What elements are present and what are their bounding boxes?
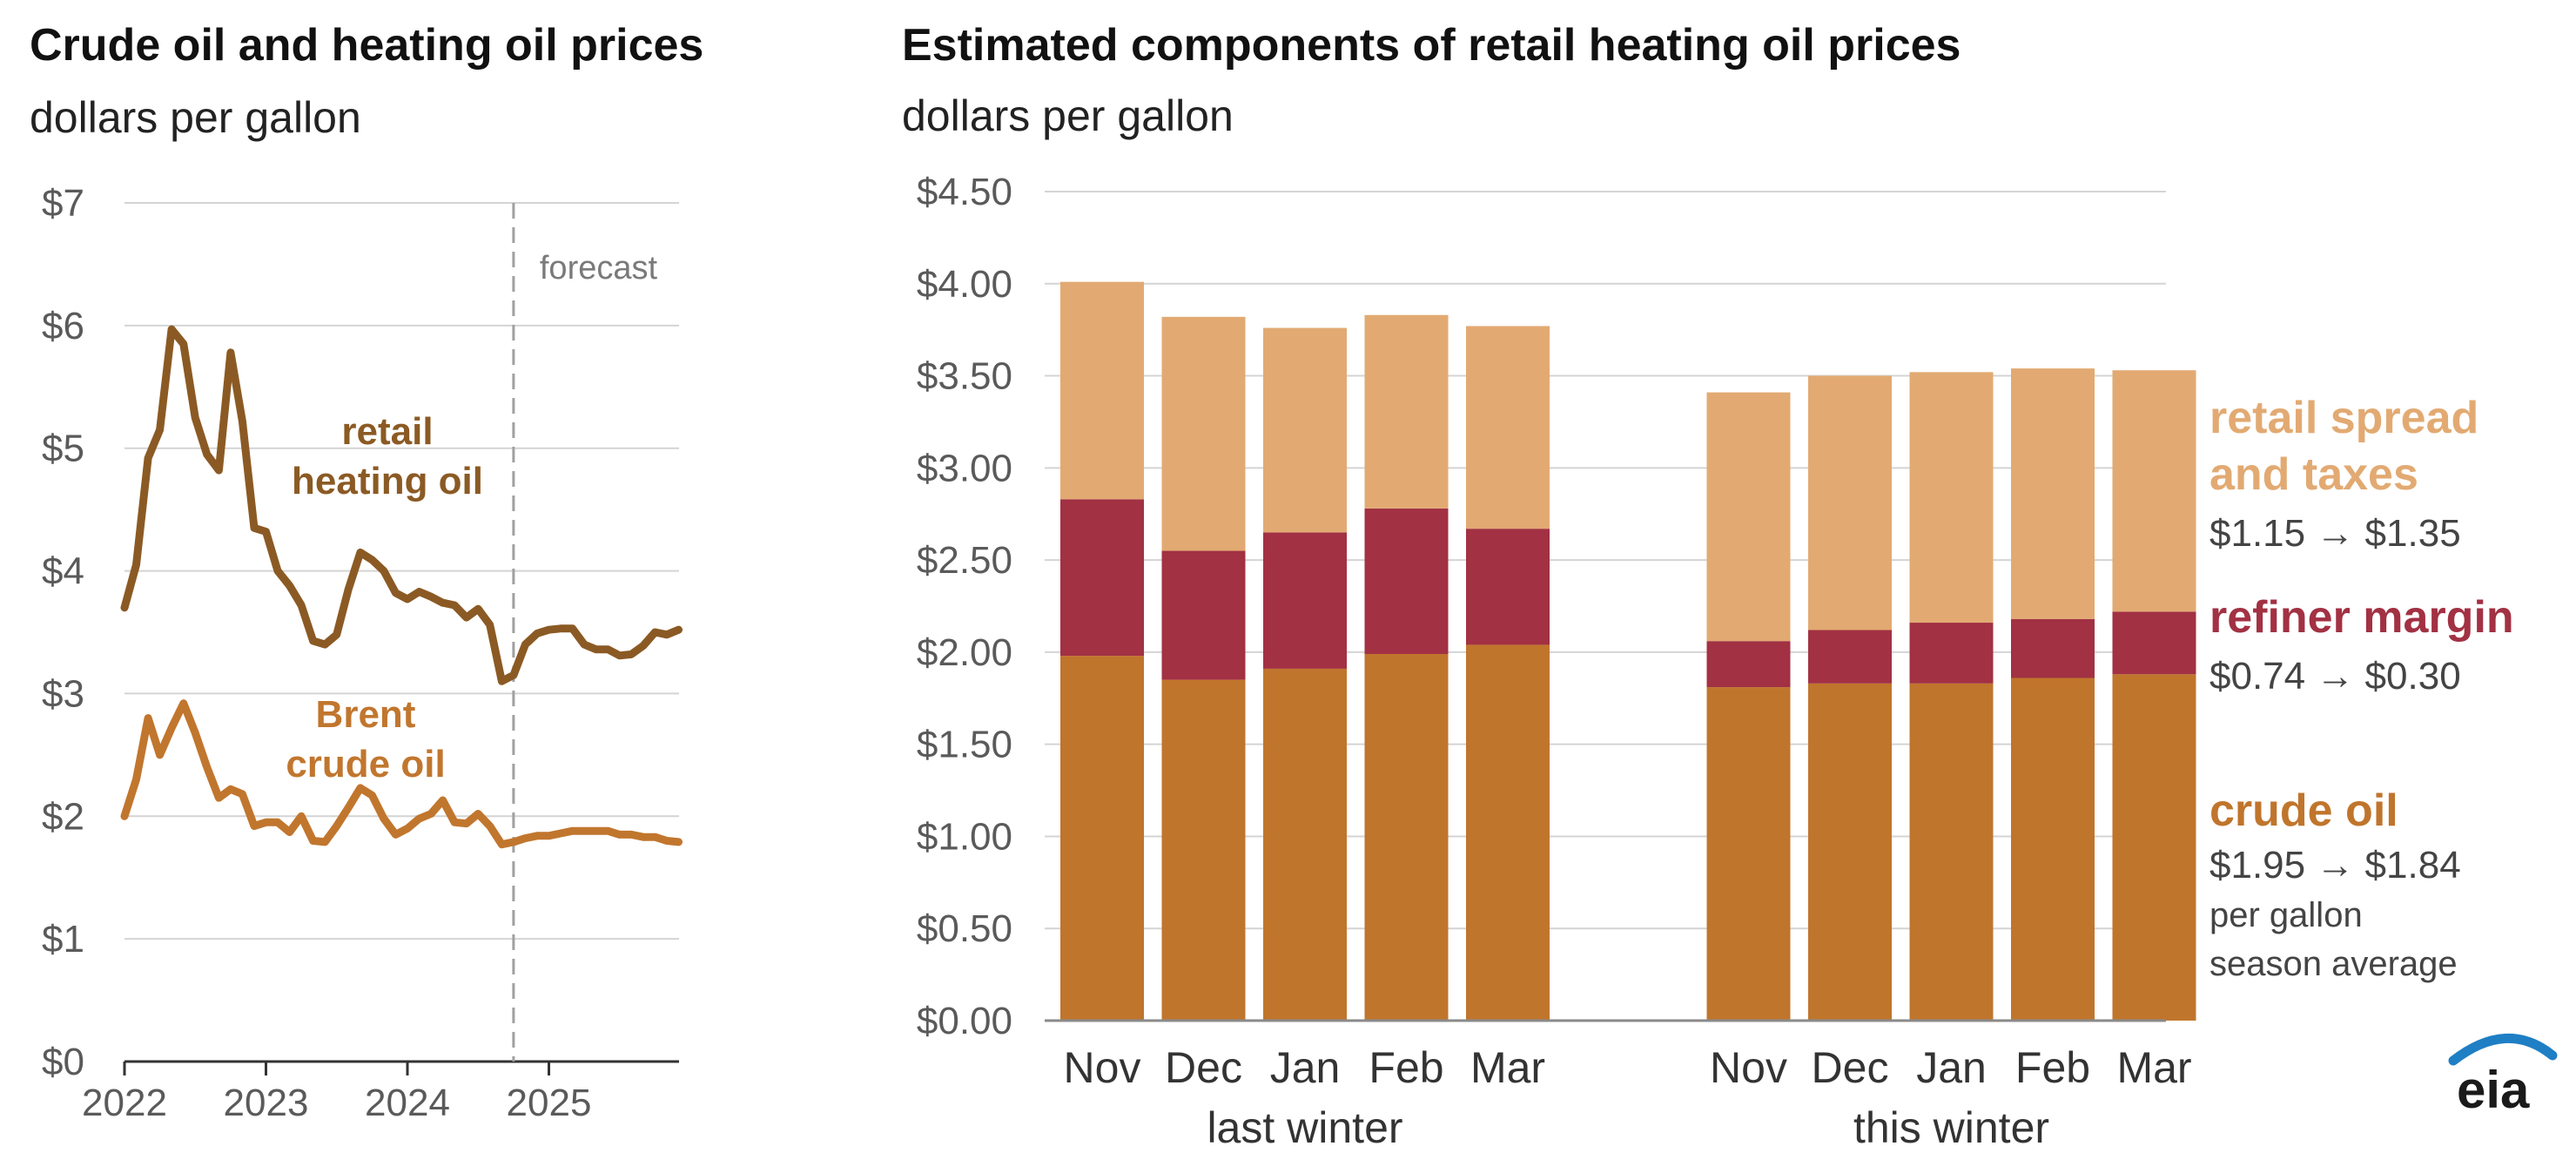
bar-segment-retail-spread-and-taxes <box>1466 326 1550 529</box>
bar-segment-crude-oil <box>1060 656 1144 1021</box>
eia-logo-text: eia <box>2457 1061 2530 1119</box>
series-label-0: heating oil <box>292 460 483 502</box>
left-y-tick-label: $5 <box>42 428 84 470</box>
bar-category-label: Feb <box>1369 1043 1443 1092</box>
legend-retail-spread-line2: and taxes <box>2209 449 2418 500</box>
legend-crude-oil-label: crude oil <box>2209 785 2398 836</box>
forecast-label: forecast <box>540 250 658 287</box>
bar-segment-refiner-margin <box>2011 618 2095 678</box>
bar-category-label: Nov <box>1064 1043 1141 1092</box>
bar-category-label: Jan <box>1916 1043 1987 1092</box>
right-y-tick-label: $2.50 <box>917 539 1012 582</box>
bar-segment-refiner-margin <box>1466 529 1550 645</box>
eia-logo: eia <box>2448 1034 2558 1119</box>
series-label-1: Brent <box>316 693 416 736</box>
bar-category-label: Jan <box>1270 1043 1341 1092</box>
right-y-tick-label: $4.50 <box>917 171 1012 213</box>
bar-segment-crude-oil <box>1706 687 1791 1021</box>
bar-segment-crude-oil <box>1808 683 1892 1021</box>
bar-segment-refiner-margin <box>1706 641 1791 688</box>
series-label-0: retail <box>341 410 433 453</box>
left-y-tick-label: $7 <box>42 182 84 225</box>
bar-segment-refiner-margin <box>1060 499 1144 657</box>
legend-note-per-gallon: per gallon <box>2209 896 2363 934</box>
series-label-1: crude oil <box>286 743 445 785</box>
legend-retail-spread-line1: retail spread <box>2209 393 2478 443</box>
bar-segment-crude-oil <box>2112 674 2196 1021</box>
series-line-0 <box>120 325 683 685</box>
right-y-tick-label: $4.00 <box>917 263 1012 306</box>
right-chart-title: Estimated components of retail heating o… <box>902 20 1961 71</box>
bar-segment-crude-oil <box>1161 679 1246 1021</box>
bar-segment-crude-oil <box>1364 654 1449 1021</box>
bar-segment-crude-oil <box>2011 678 2095 1021</box>
bar-segment-retail-spread-and-taxes <box>1364 314 1449 509</box>
left-x-tick-label: 2022 <box>82 1082 167 1124</box>
group-label: last winter <box>1207 1103 1402 1152</box>
left-x-tick-label: 2025 <box>507 1082 592 1124</box>
bar-category-label: Mar <box>2116 1043 2191 1092</box>
right-y-tick-label: $3.00 <box>917 447 1012 489</box>
right-y-tick-label: $1.50 <box>917 724 1012 766</box>
bar-segment-refiner-margin <box>1161 550 1246 680</box>
bar-segment-crude-oil <box>1263 668 1347 1021</box>
left-chart-subtitle: dollars per gallon <box>30 93 361 142</box>
eia-logo-arc-icon <box>2448 1034 2558 1066</box>
bar-category-label: Dec <box>1165 1043 1242 1092</box>
bar-segment-refiner-margin <box>2112 611 2196 675</box>
right-y-tick-label: $0.50 <box>917 907 1012 950</box>
left-y-tick-label: $3 <box>42 672 84 715</box>
bar-segment-crude-oil <box>1909 683 1994 1021</box>
group-label: this winter <box>1853 1103 2049 1152</box>
left-y-tick-label: $4 <box>42 550 84 593</box>
bar-segment-crude-oil <box>1466 644 1550 1021</box>
bar-segment-refiner-margin <box>1808 630 1892 684</box>
bar-segment-retail-spread-and-taxes <box>1060 281 1144 500</box>
left-y-tick-label: $1 <box>42 918 84 961</box>
right-y-tick-label: $0.00 <box>917 1000 1012 1042</box>
left-y-tick-label: $0 <box>42 1041 84 1083</box>
legend-refiner-margin-label: refiner margin <box>2209 592 2514 643</box>
left-y-tick-label: $6 <box>42 305 84 347</box>
legend-retail-spread-change: $1.15 → $1.35 <box>2209 512 2461 555</box>
bar-segment-retail-spread-and-taxes <box>1161 316 1246 551</box>
bar-segment-refiner-margin <box>1909 623 1994 684</box>
bar-category-label: Feb <box>2015 1043 2090 1092</box>
legend-refiner-margin-change: $0.74 → $0.30 <box>2209 655 2461 698</box>
bar-segment-retail-spread-and-taxes <box>1263 327 1347 533</box>
bar-segment-retail-spread-and-taxes <box>1909 372 1994 624</box>
legend: retail spread and taxes $1.15 → $1.35 re… <box>2209 393 2514 983</box>
right-chart-subtitle: dollars per gallon <box>902 91 1234 140</box>
left-y-tick-label: $2 <box>42 795 84 838</box>
right-y-tick-label: $1.00 <box>917 815 1012 858</box>
bar-segment-retail-spread-and-taxes <box>2112 370 2196 612</box>
left-chart-title: Crude oil and heating oil prices <box>30 20 704 71</box>
bar-segment-refiner-margin <box>1364 508 1449 655</box>
left-x-tick-label: 2024 <box>365 1082 450 1124</box>
bar-segment-refiner-margin <box>1263 532 1347 669</box>
line-chart: $0 $1 $2 $3 $4 $5 $6 $7 2022 2023 2024 2025 forecast… <box>42 182 683 1124</box>
right-y-tick-label: $2.00 <box>917 631 1012 674</box>
bar-segment-retail-spread-and-taxes <box>2011 368 2095 619</box>
right-y-tick-label: $3.50 <box>917 355 1012 398</box>
bar-segment-retail-spread-and-taxes <box>1706 392 1791 642</box>
stacked-bar-chart: $0.00 $0.50 $1.00 $1.50 $2.00 $2.50 $3.00 $3.50… <box>917 171 2196 1152</box>
bar-category-label: Dec <box>1812 1043 1889 1092</box>
bar-category-label: Mar <box>1470 1043 1545 1092</box>
bar-category-label: Nov <box>1710 1043 1787 1092</box>
bar-segment-retail-spread-and-taxes <box>1808 375 1892 630</box>
legend-note-season-average: season average <box>2209 945 2458 983</box>
legend-crude-oil-change: $1.95 → $1.84 <box>2209 844 2461 886</box>
left-x-tick-label: 2023 <box>224 1082 309 1124</box>
series-line-1 <box>120 699 683 849</box>
